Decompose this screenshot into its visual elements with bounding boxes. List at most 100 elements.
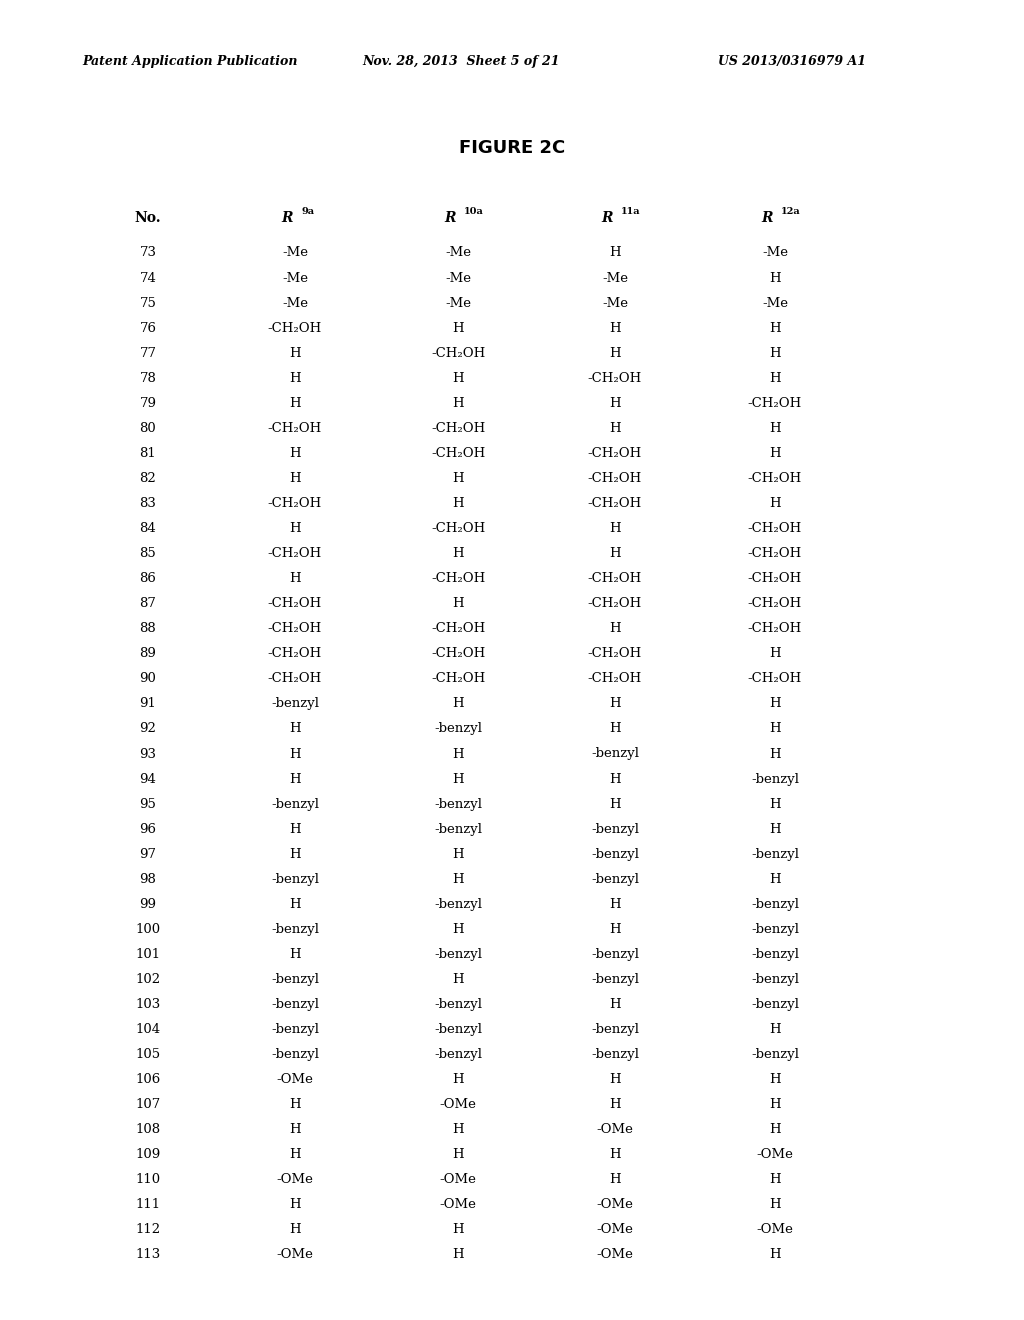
Text: -CH₂OH: -CH₂OH: [268, 622, 323, 635]
Text: 109: 109: [135, 1148, 161, 1162]
Text: -benzyl: -benzyl: [591, 973, 639, 986]
Text: -Me: -Me: [282, 297, 308, 310]
Text: H: H: [289, 772, 301, 785]
Text: -benzyl: -benzyl: [751, 1048, 799, 1061]
Text: 101: 101: [135, 948, 161, 961]
Text: H: H: [453, 1123, 464, 1137]
Text: H: H: [609, 1148, 621, 1162]
Text: H: H: [609, 697, 621, 710]
Text: 86: 86: [139, 572, 157, 585]
Text: -benzyl: -benzyl: [751, 948, 799, 961]
Text: -benzyl: -benzyl: [751, 847, 799, 861]
Text: 83: 83: [139, 498, 157, 510]
Text: 100: 100: [135, 923, 161, 936]
Text: 94: 94: [139, 772, 157, 785]
Text: 105: 105: [135, 1048, 161, 1061]
Text: 113: 113: [135, 1249, 161, 1262]
Text: H: H: [453, 1073, 464, 1086]
Text: H: H: [609, 422, 621, 434]
Text: H: H: [289, 948, 301, 961]
Text: H: H: [769, 1173, 781, 1187]
Text: -Me: -Me: [602, 297, 628, 310]
Text: -OMe: -OMe: [597, 1249, 634, 1262]
Text: -benzyl: -benzyl: [751, 973, 799, 986]
Text: -benzyl: -benzyl: [271, 998, 319, 1011]
Text: -CH₂OH: -CH₂OH: [268, 672, 323, 685]
Text: 89: 89: [139, 647, 157, 660]
Text: 79: 79: [139, 397, 157, 409]
Text: -benzyl: -benzyl: [591, 873, 639, 886]
Text: -Me: -Me: [762, 297, 788, 310]
Text: -CH₂OH: -CH₂OH: [588, 447, 642, 459]
Text: -CH₂OH: -CH₂OH: [748, 546, 802, 560]
Text: H: H: [769, 1023, 781, 1036]
Text: -OMe: -OMe: [439, 1173, 476, 1187]
Text: -benzyl: -benzyl: [434, 998, 482, 1011]
Text: 81: 81: [139, 447, 157, 459]
Text: -benzyl: -benzyl: [271, 1048, 319, 1061]
Text: H: H: [453, 873, 464, 886]
Text: H: H: [289, 372, 301, 384]
Text: -OMe: -OMe: [597, 1123, 634, 1137]
Text: H: H: [609, 722, 621, 735]
Text: -CH₂OH: -CH₂OH: [748, 672, 802, 685]
Text: Patent Application Publication: Patent Application Publication: [82, 55, 298, 69]
Text: -CH₂OH: -CH₂OH: [268, 546, 323, 560]
Text: -Me: -Me: [445, 272, 471, 285]
Text: H: H: [769, 647, 781, 660]
Text: H: H: [289, 347, 301, 360]
Text: H: H: [609, 347, 621, 360]
Text: H: H: [769, 498, 781, 510]
Text: H: H: [453, 847, 464, 861]
Text: H: H: [769, 747, 781, 760]
Text: H: H: [289, 847, 301, 861]
Text: H: H: [453, 546, 464, 560]
Text: H: H: [453, 498, 464, 510]
Text: -benzyl: -benzyl: [591, 847, 639, 861]
Text: -CH₂OH: -CH₂OH: [268, 422, 323, 434]
Text: 77: 77: [139, 347, 157, 360]
Text: -Me: -Me: [282, 272, 308, 285]
Text: H: H: [453, 747, 464, 760]
Text: -CH₂OH: -CH₂OH: [268, 322, 323, 335]
Text: 106: 106: [135, 1073, 161, 1086]
Text: H: H: [769, 1199, 781, 1212]
Text: -OMe: -OMe: [439, 1199, 476, 1212]
Text: -CH₂OH: -CH₂OH: [268, 498, 323, 510]
Text: -CH₂OH: -CH₂OH: [431, 422, 485, 434]
Text: 112: 112: [135, 1224, 161, 1237]
Text: H: H: [609, 797, 621, 810]
Text: -CH₂OH: -CH₂OH: [748, 572, 802, 585]
Text: H: H: [289, 397, 301, 409]
Text: H: H: [609, 397, 621, 409]
Text: -CH₂OH: -CH₂OH: [431, 622, 485, 635]
Text: -CH₂OH: -CH₂OH: [748, 473, 802, 484]
Text: -CH₂OH: -CH₂OH: [748, 397, 802, 409]
Text: -benzyl: -benzyl: [751, 772, 799, 785]
Text: 90: 90: [139, 672, 157, 685]
Text: -CH₂OH: -CH₂OH: [588, 372, 642, 384]
Text: 9a: 9a: [301, 206, 314, 215]
Text: R: R: [444, 211, 456, 224]
Text: -OMe: -OMe: [439, 1098, 476, 1111]
Text: -CH₂OH: -CH₂OH: [431, 447, 485, 459]
Text: -CH₂OH: -CH₂OH: [588, 473, 642, 484]
Text: -CH₂OH: -CH₂OH: [268, 597, 323, 610]
Text: 84: 84: [139, 521, 157, 535]
Text: H: H: [453, 397, 464, 409]
Text: H: H: [609, 772, 621, 785]
Text: 12a: 12a: [781, 206, 801, 215]
Text: 104: 104: [135, 1023, 161, 1036]
Text: R: R: [761, 211, 773, 224]
Text: 99: 99: [139, 898, 157, 911]
Text: 87: 87: [139, 597, 157, 610]
Text: 92: 92: [139, 722, 157, 735]
Text: H: H: [769, 797, 781, 810]
Text: -OMe: -OMe: [597, 1224, 634, 1237]
Text: 96: 96: [139, 822, 157, 836]
Text: -CH₂OH: -CH₂OH: [431, 572, 485, 585]
Text: -benzyl: -benzyl: [591, 1023, 639, 1036]
Text: H: H: [769, 822, 781, 836]
Text: H: H: [289, 473, 301, 484]
Text: -CH₂OH: -CH₂OH: [431, 647, 485, 660]
